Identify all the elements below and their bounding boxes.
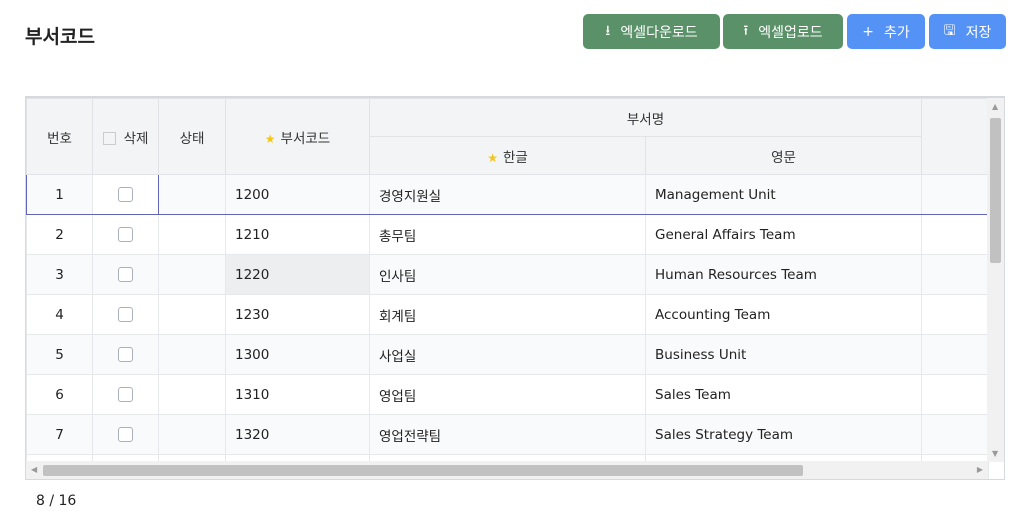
cell-korean[interactable]: 사업실 [369,334,646,375]
select-all-checkbox[interactable] [102,132,116,145]
delete-checkbox[interactable] [118,187,133,202]
cell-status[interactable] [158,254,226,295]
cell-status[interactable] [158,374,226,415]
horizontal-scrollbar[interactable]: ◀ ▶ [26,461,988,479]
cell-korean[interactable]: 경영지원실 [369,174,646,215]
cell-korean[interactable]: 영업팀 [369,374,646,415]
pagination-info: 8 / 16 [36,493,77,509]
cell-no: 6 [26,374,93,415]
cell-english[interactable]: Management Unit [644,174,923,215]
upload-icon: ⭱ [743,22,749,39]
vertical-scrollbar[interactable]: ▲ ▼ [987,98,1004,462]
cell-no: 2 [26,214,93,255]
cell-status[interactable] [158,174,226,215]
cell-code[interactable]: 1320 [225,414,370,455]
table-row[interactable]: 7 1320 영업전략팀 Sales Strategy Team [26,414,990,455]
floppy-icon: 🖫 [943,22,956,39]
header-empty [921,98,990,175]
table-row[interactable]: 4 1230 회계팀 Accounting Team [26,294,990,335]
header-delete[interactable]: 삭제 [92,98,159,175]
plus-icon: + [862,23,874,40]
cell-english[interactable]: Sales Strategy Team [644,414,923,455]
cell-delete[interactable] [92,414,159,455]
download-icon: ⭳ [605,22,611,39]
table-row[interactable]: 1 1200 경영지원실 Management Unit [26,174,990,215]
delete-checkbox[interactable] [118,227,133,242]
cell-no: 7 [26,414,93,455]
delete-checkbox[interactable] [118,307,133,322]
cell-english[interactable]: Business Unit [644,334,923,375]
cell-delete[interactable] [92,254,159,295]
excel-upload-button[interactable]: ⭱ 엑셀업로드 [723,14,843,49]
excel-upload-label: 엑셀업로드 [758,24,823,41]
cell-english[interactable]: General Affairs Team [644,214,923,255]
save-button[interactable]: 🖫 저장 [929,14,1006,49]
cell-code[interactable]: 1230 [225,294,370,335]
add-label: 추가 [883,24,910,41]
header-code-label: 부서코드 [280,130,331,147]
cell-delete[interactable] [92,334,159,375]
cell-status[interactable] [158,294,226,335]
header-korean-label: 한글 [502,149,528,166]
delete-checkbox[interactable] [118,347,133,362]
delete-checkbox[interactable] [118,267,133,282]
cell-empty [921,334,990,375]
cell-delete[interactable] [92,294,159,335]
table-row[interactable]: 5 1300 사업실 Business Unit [26,334,990,375]
cell-english[interactable]: Human Resources Team [644,254,923,295]
table-row[interactable]: 3 1220 인사팀 Human Resources Team [26,254,990,295]
cell-empty [921,214,990,255]
header-dept-name: 부서명 [368,98,923,137]
cell-no: 1 [26,174,93,215]
horizontal-scroll-thumb[interactable] [43,465,803,476]
cell-delete[interactable] [92,214,159,255]
delete-checkbox[interactable] [118,427,133,442]
vertical-scroll-thumb[interactable] [990,118,1001,263]
cell-no: 3 [26,254,93,295]
cell-korean[interactable]: 총무팀 [369,214,646,255]
table-row[interactable]: 2 1210 총무팀 General Affairs Team [26,214,990,255]
cell-empty [921,414,990,455]
cell-english[interactable]: Accounting Team [644,294,923,335]
cell-code[interactable]: 1300 [225,334,370,375]
header-status[interactable]: 상태 [158,98,226,175]
cell-korean[interactable]: 인사팀 [369,254,646,295]
cell-empty [921,174,990,215]
excel-download-button[interactable]: ⭳ 엑셀다운로드 [583,14,720,49]
header-korean[interactable]: ★ 한글 [369,136,646,175]
cell-english[interactable]: Sales Team [644,374,923,415]
add-button[interactable]: + 추가 [847,14,925,49]
cell-empty [921,374,990,415]
save-label: 저장 [965,24,992,41]
cell-korean[interactable]: 영업전략팀 [369,414,646,455]
header-code[interactable]: ★ 부서코드 [225,98,370,175]
header-english[interactable]: 영문 [644,136,923,175]
header-no[interactable]: 번호 [26,98,93,175]
header-delete-label: 삭제 [123,130,149,147]
cell-code[interactable]: 1210 [225,214,370,255]
required-star-icon: ★ [487,150,498,165]
cell-status[interactable] [158,414,226,455]
department-grid: 번호 삭제 상태 ★ 부서코드 부서명 ★ 한글 영문 1 1200 경영지원실 M… [25,96,1005,480]
required-star-icon: ★ [264,131,276,146]
cell-code[interactable]: 1310 [225,374,370,415]
cell-status[interactable] [158,214,226,255]
cell-code[interactable]: 1220 [225,254,370,295]
cell-delete[interactable] [92,374,159,415]
cell-korean[interactable]: 회계팀 [369,294,646,335]
delete-checkbox[interactable] [118,387,133,402]
cell-no: 4 [26,294,93,335]
cell-no: 5 [26,334,93,375]
cell-delete[interactable] [92,174,159,215]
cell-code[interactable]: 1200 [225,174,370,215]
excel-download-label: 엑셀다운로드 [620,24,698,41]
table-row[interactable]: 6 1310 영업팀 Sales Team [26,374,990,415]
cell-empty [921,294,990,335]
cell-status[interactable] [158,334,226,375]
page-title: 부서코드 [25,26,95,48]
cell-empty [921,254,990,295]
